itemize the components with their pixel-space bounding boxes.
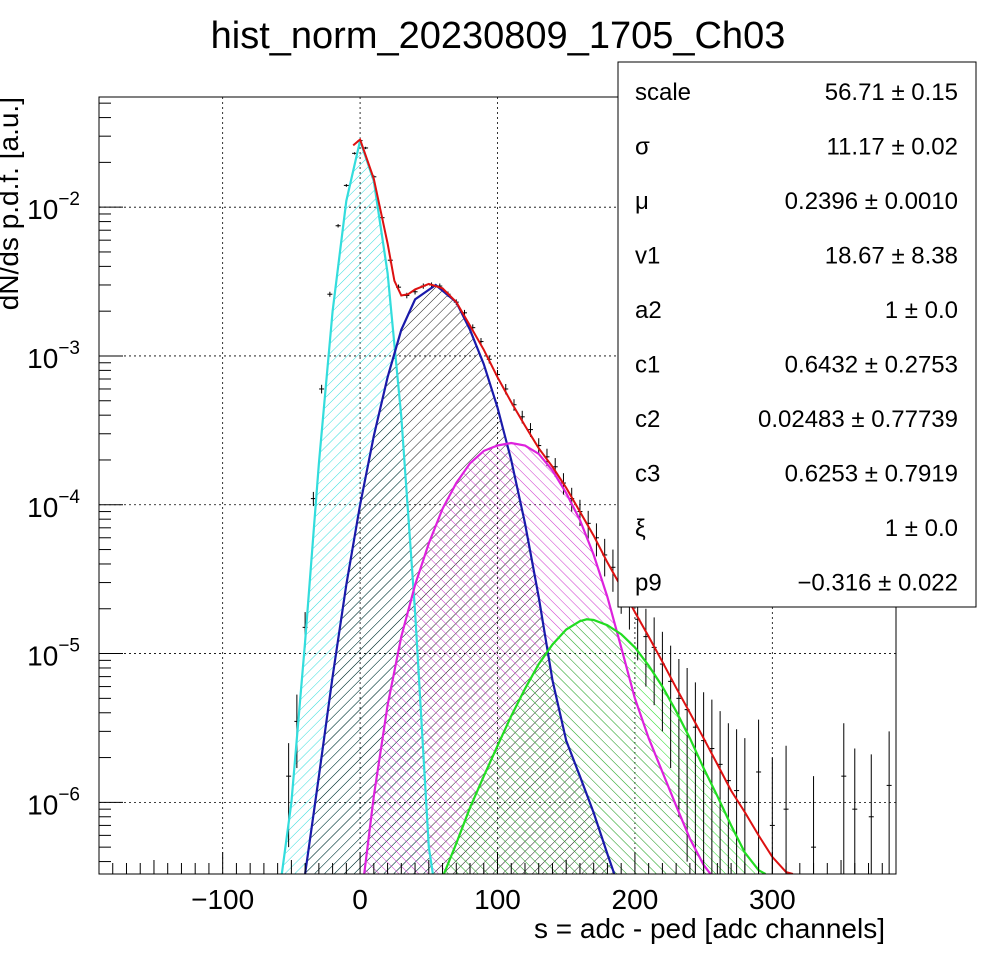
- stat-value: 1 ± 0.0: [885, 515, 958, 542]
- x-axis: −100 0 100 200 300: [112, 852, 883, 915]
- stat-value: 0.6432 ± 0.2753: [785, 352, 958, 379]
- x-tick-label: 0: [352, 884, 368, 915]
- fit-stats-box: scale 56.71 ± 0.15 σ 11.17 ± 0.02 μ 0.2396 ± …: [617, 61, 977, 608]
- stat-label: scale: [635, 79, 691, 106]
- y-axis: 10−6 10−5 10−4 10−3 10−2: [27, 102, 123, 863]
- stat-value: −0.316 ± 0.022: [797, 570, 958, 597]
- y-axis-label: dN/ds p.d.f. [a.u.]: [0, 97, 24, 310]
- component-1-curve: [304, 283, 616, 874]
- component-3-curve: [442, 618, 767, 874]
- stats-box-frame: [617, 61, 977, 608]
- component-3-fill: [443, 619, 766, 874]
- chart-title: hist_norm_20230809_1705_Ch03: [211, 15, 786, 57]
- y-tick-label: 10−3: [27, 338, 80, 374]
- fit-curves: [280, 136, 794, 874]
- stat-label: ξ: [635, 515, 646, 542]
- data-points: [286, 139, 892, 874]
- x-tick-label: −100: [191, 884, 254, 915]
- stat-value: 11.17 ± 0.02: [827, 134, 959, 161]
- stat-label: c1: [635, 352, 660, 379]
- stat-value: 1 ± 0.0: [885, 297, 958, 324]
- x-axis-label: s = adc - ped [adc channels]: [534, 913, 885, 944]
- stat-label: p9: [635, 570, 662, 597]
- y-tick-label: 10−2: [27, 189, 80, 225]
- stat-label: c3: [635, 461, 660, 488]
- y-tick-label: 10−4: [27, 487, 80, 523]
- stat-value: 56.71 ± 0.15: [825, 79, 958, 106]
- x-tick-label: 200: [612, 884, 659, 915]
- component-fills: [281, 140, 766, 874]
- stat-label: v1: [635, 243, 660, 270]
- stat-label: μ: [635, 188, 649, 215]
- x-tick-label: 100: [474, 884, 521, 915]
- stat-label: a2: [635, 297, 662, 324]
- y-tick-label: 10−6: [27, 784, 80, 820]
- stat-value: 18.67 ± 8.38: [825, 243, 958, 270]
- stat-label: σ: [635, 134, 650, 161]
- y-tick-label: 10−5: [27, 636, 80, 672]
- total-fit-curve: [352, 137, 794, 874]
- stat-label: c2: [635, 406, 660, 433]
- stat-value: 0.02483 ± 0.77739: [758, 406, 958, 433]
- component-2-curve: [363, 441, 712, 874]
- stat-value: 0.6253 ± 0.7919: [785, 461, 958, 488]
- stat-value: 0.2396 ± 0.0010: [785, 188, 958, 215]
- x-tick-label: 300: [749, 884, 796, 915]
